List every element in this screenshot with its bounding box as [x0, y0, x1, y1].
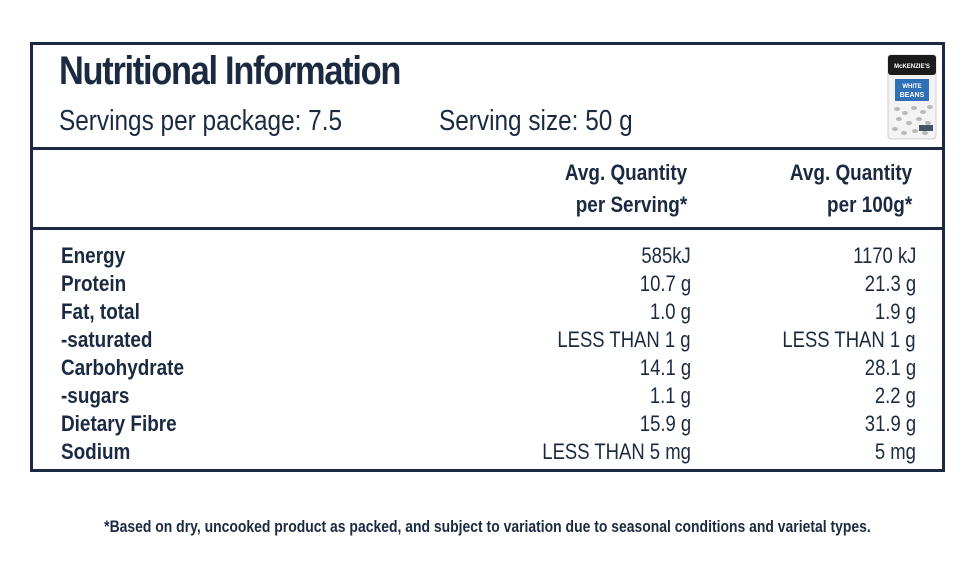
divider-header: [33, 147, 942, 150]
value-per-serving: 14.1 g: [639, 355, 691, 380]
table-row: -sugars 1.1 g 2.2 g: [33, 382, 942, 410]
table-row: Protein 10.7 g 21.3 g: [33, 270, 942, 298]
column-header-per-serving-line1: Avg. Quantity: [564, 160, 687, 185]
column-header-per-serving-line2: per Serving*: [575, 192, 687, 217]
nutrient-name: Dietary Fibre: [61, 411, 177, 436]
value-per-100g: 2.2 g: [874, 383, 916, 408]
column-header-per-100g-line1: Avg. Quantity: [789, 160, 912, 185]
pack-product-text-2: BEANS: [900, 92, 925, 99]
nutrient-name: Fat, total: [61, 299, 140, 324]
value-per-serving: LESS THAN 5 mg: [542, 439, 691, 464]
table-row: Fat, total 1.0 g 1.9 g: [33, 298, 942, 326]
column-header-per-100g-line2: per 100g*: [826, 192, 912, 217]
table-row: Energy 585kJ 1170 kJ: [33, 242, 942, 270]
footnote: *Based on dry, uncooked product as packe…: [0, 517, 974, 537]
pack-product-text-1: WHITE: [902, 84, 921, 90]
footnote-text: *Based on dry, uncooked product as packe…: [103, 517, 871, 536]
nutrient-name: -saturated: [61, 327, 153, 352]
divider-columns: [33, 227, 942, 230]
value-per-100g: 21.3 g: [864, 271, 916, 296]
nutrition-panel: Nutritional Information Servings per pac…: [30, 42, 945, 472]
value-per-100g: 1170 kJ: [852, 243, 916, 268]
value-per-serving: LESS THAN 1 g: [557, 327, 691, 352]
serving-size: Serving size: 50 g: [439, 105, 633, 137]
value-per-100g: 5 mg: [874, 439, 916, 464]
nutrient-name: -sugars: [61, 383, 130, 408]
servings-per-package: Servings per package: 7.5: [59, 105, 343, 137]
nutrient-name: Energy: [61, 243, 126, 268]
pack-brand-text: McKENZIE'S: [894, 64, 930, 70]
value-per-serving: 1.1 g: [649, 383, 691, 408]
value-per-serving: 10.7 g: [639, 271, 691, 296]
value-per-serving: 585kJ: [641, 243, 691, 268]
table-row: Sodium LESS THAN 5 mg 5 mg: [33, 438, 942, 466]
column-header-per-100g: Avg. Quantity per 100g*: [790, 157, 912, 221]
value-per-serving: 1.0 g: [649, 299, 691, 324]
value-per-100g: 1.9 g: [874, 299, 916, 324]
value-per-100g: 31.9 g: [864, 411, 916, 436]
product-pack-image: McKENZIE'S WHITE BEANS: [887, 54, 937, 140]
value-per-100g: 28.1 g: [864, 355, 916, 380]
nutrient-name: Sodium: [61, 439, 131, 464]
nutrient-name: Carbohydrate: [61, 355, 185, 380]
nutrient-name: Protein: [61, 271, 127, 296]
table-row: Dietary Fibre 15.9 g 31.9 g: [33, 410, 942, 438]
nutrient-rows: Energy 585kJ 1170 kJ Protein 10.7 g 21.3…: [33, 242, 942, 466]
value-per-100g: LESS THAN 1 g: [782, 327, 916, 352]
column-header-per-serving: Avg. Quantity per Serving*: [565, 157, 687, 221]
table-row: Carbohydrate 14.1 g 28.1 g: [33, 354, 942, 382]
value-per-serving: 15.9 g: [639, 411, 691, 436]
table-row: -saturated LESS THAN 1 g LESS THAN 1 g: [33, 326, 942, 354]
panel-title: Nutritional Information: [59, 49, 401, 93]
